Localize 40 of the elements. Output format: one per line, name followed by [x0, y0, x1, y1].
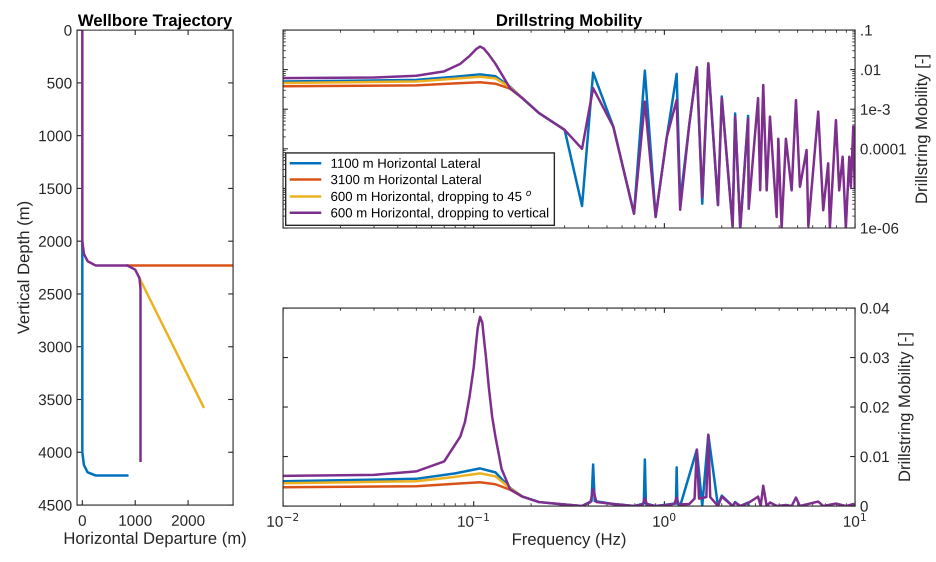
y-tick-label: 0.01: [860, 451, 889, 462]
y2-axis-title: Drillstring Mobility [-]: [898, 333, 914, 481]
x-tick-label: 10$^{−1}$: [458, 513, 489, 527]
y-tick-label: 1e-3: [861, 104, 890, 115]
y-tick-label: 0.04: [860, 302, 890, 314]
line-series: [81, 240, 129, 477]
y-tick-label: 2000: [38, 236, 72, 247]
y-tick-label: .01: [861, 64, 880, 76]
legend-label: 600 m Horizontal, dropping to 45 $^{o}$: [331, 190, 531, 204]
y-tick-label: .1: [861, 25, 872, 36]
x-axis-title: Horizontal Departure (m): [64, 532, 246, 548]
chart-title: Wellbore Trajectory: [78, 14, 232, 30]
line-series: [81, 30, 142, 462]
y-axis-title: Vertical Depth (m): [17, 202, 33, 334]
x-axis-title: Frequency (Hz): [512, 532, 626, 548]
y2-axis-title: Drillstring Mobility [-]: [914, 55, 930, 203]
y-tick-label: 0: [860, 500, 868, 512]
y-tick-label: 0.0001: [860, 144, 906, 154]
y-tick-label: 0.03: [860, 352, 889, 364]
x-tick-label: 2000: [172, 515, 205, 526]
y-tick-label: 2500: [38, 288, 72, 300]
y-tick-label: 4000: [38, 447, 72, 458]
x-tick-label: 10$^{0}$: [653, 512, 676, 527]
y-tick-label: 0.02: [860, 402, 889, 413]
legend-label: 3100 m Horizontal Lateral: [331, 174, 481, 184]
y-tick-label: 1e-06: [861, 222, 898, 234]
y-tick-label: 1500: [39, 183, 72, 194]
x-tick-label: 0: [78, 515, 86, 526]
y-tick-label: 500: [47, 78, 72, 89]
x-tick-label: 10$^{1}$: [844, 513, 866, 527]
y-tick-label: 3500: [38, 394, 72, 406]
legend-label: 1100 m Horizontal Lateral: [332, 158, 480, 168]
legend-label: 600 m Horizontal, dropping to vertical: [331, 208, 548, 220]
y-tick-label: 0: [64, 24, 72, 36]
chart-title: Drillstring Mobility: [497, 14, 642, 30]
x-tick-label: 1000: [119, 515, 152, 526]
x-tick-label: 10$^{−2}$: [267, 512, 298, 527]
y-tick-label: 1000: [39, 130, 72, 142]
y-tick-label: 3000: [38, 342, 72, 352]
y-tick-label: 4500: [38, 500, 72, 511]
